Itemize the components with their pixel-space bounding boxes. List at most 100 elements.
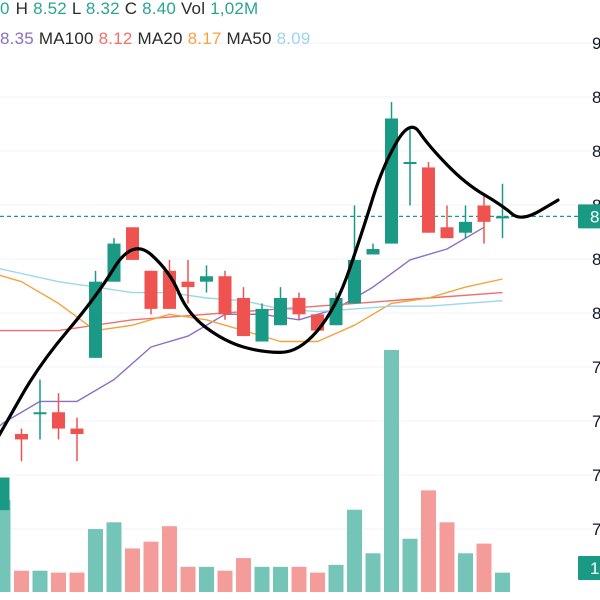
price-axis[interactable]: 988888777781	[578, 34, 600, 580]
candle-body	[274, 298, 287, 326]
volume-label: Vol	[180, 0, 206, 18]
volume-bars	[0, 350, 510, 592]
trendline-path[interactable]	[0, 125, 560, 461]
volume-bar	[217, 570, 233, 592]
candle-body	[385, 118, 398, 244]
volume-bar	[236, 558, 251, 592]
candle	[70, 417, 84, 462]
close-label: C	[124, 0, 138, 18]
volume-bar	[14, 570, 29, 592]
candle-body	[477, 205, 491, 222]
high-label: H	[15, 0, 29, 18]
volume-bar	[0, 500, 11, 592]
candle-body	[52, 412, 65, 429]
candle	[292, 292, 306, 320]
volume-bar	[254, 566, 270, 592]
volume-bar	[458, 553, 473, 592]
candle-body	[218, 276, 232, 315]
volume-bar	[125, 548, 140, 592]
candle-body	[237, 298, 250, 337]
ma100-value: 8.12	[98, 29, 133, 48]
candle	[496, 183, 509, 239]
ma50-value: 8.09	[276, 29, 311, 48]
volume-bar	[32, 570, 48, 592]
candle	[15, 428, 28, 462]
volume-bar	[143, 541, 159, 592]
candles[interactable]	[0, 102, 509, 511]
candle	[126, 227, 139, 260]
volume-bar	[365, 553, 381, 592]
candle-body	[348, 259, 361, 304]
candle	[459, 205, 472, 239]
low-label: L	[71, 0, 81, 18]
ma-line-ma50	[0, 268, 503, 313]
volume-tag: 1	[590, 559, 599, 578]
volume-bar	[51, 572, 66, 592]
volume-bar	[291, 566, 307, 592]
volume-bar	[421, 490, 436, 592]
candle-body	[144, 270, 158, 309]
candle	[33, 379, 47, 440]
volume-value: 1,02M	[210, 0, 259, 18]
candle-body	[496, 216, 509, 219]
price-tick-label: 8	[592, 142, 600, 161]
candle-body	[0, 477, 10, 511]
candle	[89, 270, 102, 358]
volume-bar	[273, 566, 288, 592]
price-tick-label: 8	[592, 88, 600, 107]
candle-body	[403, 162, 417, 164]
close-value: 8.40	[142, 0, 177, 18]
candle-body	[33, 412, 47, 415]
volume-bar	[476, 543, 492, 592]
price-tick-label: 7	[592, 358, 600, 377]
ma-first-value: 8.35	[0, 29, 34, 48]
volume-bar	[88, 529, 103, 592]
volume-bar	[384, 350, 399, 592]
ma50-label: MA50	[226, 29, 272, 48]
volume-tag-bg	[578, 556, 600, 580]
ma-legend: 8.35 MA100 8.12 MA20 8.17 MA50 8.09	[0, 29, 311, 49]
candle-body	[255, 308, 269, 342]
candle	[385, 102, 398, 244]
hand-drawn-trendline[interactable]	[0, 125, 560, 461]
volume-bar	[347, 509, 362, 592]
current-price-tag-bg	[578, 204, 600, 229]
candle	[181, 259, 195, 304]
volume-bar	[328, 564, 344, 592]
candle-body	[70, 428, 84, 434]
candle-body	[126, 227, 139, 260]
candle	[52, 393, 65, 440]
candle-body	[440, 227, 454, 239]
current-price-tag: 8	[590, 207, 599, 226]
price-tick-label: 7	[592, 520, 600, 539]
candle-body	[181, 281, 195, 288]
open-value: 0	[0, 0, 10, 18]
candle	[403, 129, 417, 206]
candle-body	[292, 298, 306, 315]
candle	[274, 287, 287, 326]
candle-body	[366, 249, 380, 255]
volume-bar	[495, 572, 510, 592]
ma20-label: MA20	[137, 29, 183, 48]
candle	[440, 205, 454, 239]
volume-bar	[310, 572, 325, 592]
candle	[366, 243, 380, 255]
candle	[477, 194, 491, 244]
volume-bar	[69, 572, 85, 592]
candle-body	[422, 167, 435, 233]
candle	[144, 270, 158, 315]
price-tick-label: 9	[592, 34, 600, 53]
volume-bar	[106, 522, 122, 592]
candle-body	[15, 434, 28, 440]
volume-bar	[180, 566, 196, 592]
candle-body	[459, 221, 472, 233]
candle	[200, 265, 213, 293]
ma20-value: 8.17	[187, 29, 222, 48]
candle	[255, 303, 269, 342]
candle	[218, 270, 232, 320]
candle	[237, 287, 250, 337]
candle	[0, 477, 10, 511]
